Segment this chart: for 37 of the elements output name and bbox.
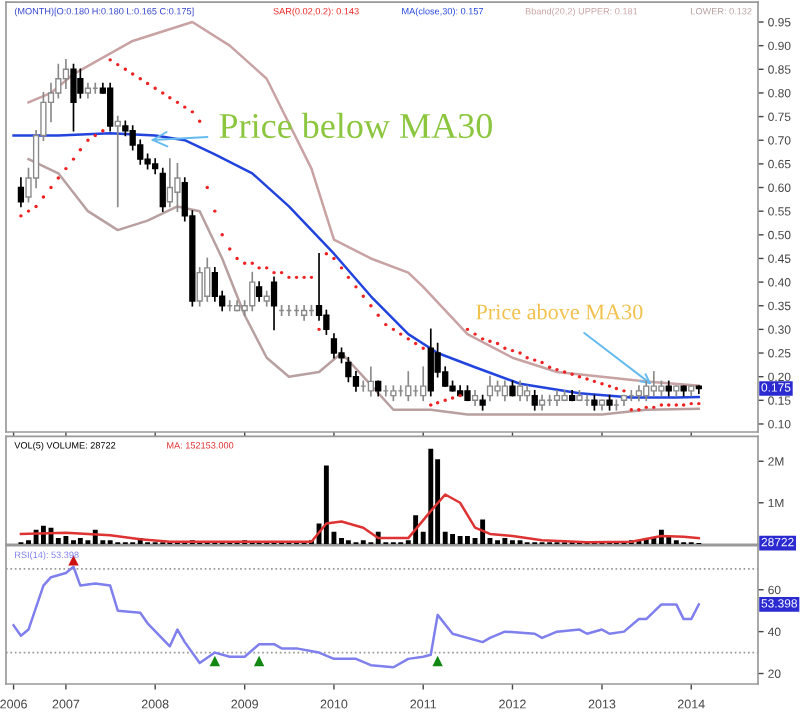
annotation: Price above MA30 <box>476 303 643 320</box>
candlestick <box>77 68 84 99</box>
line-series <box>27 157 701 416</box>
candlestick <box>650 371 657 397</box>
candlestick <box>405 371 412 402</box>
candlestick <box>420 366 427 402</box>
candlestick <box>204 257 211 302</box>
candlestick <box>174 163 181 213</box>
candlestick <box>159 167 166 213</box>
candlestick <box>166 158 173 208</box>
line-series <box>19 493 701 544</box>
bar <box>450 533 455 545</box>
annotation: Price below MA30 <box>219 112 492 139</box>
candlestick <box>486 375 494 402</box>
candlestick <box>70 63 77 132</box>
bar <box>323 465 329 545</box>
candlestick <box>501 380 509 402</box>
bar <box>428 448 434 545</box>
line-series <box>27 20 701 387</box>
bar <box>77 538 83 545</box>
candlestick <box>249 271 256 312</box>
candlestick <box>270 276 278 331</box>
candlestick <box>114 115 121 208</box>
candlestick <box>107 82 114 132</box>
bar <box>502 538 508 545</box>
candlestick <box>531 390 538 411</box>
candlestick <box>17 177 25 208</box>
bar <box>457 536 463 545</box>
candlestick <box>427 328 434 397</box>
bar <box>465 536 470 545</box>
candlestick <box>516 380 524 402</box>
candlestick <box>62 59 70 90</box>
candlestick <box>330 333 338 359</box>
candlestick <box>255 281 263 302</box>
bar <box>63 536 69 545</box>
candlestick <box>367 366 375 397</box>
bar <box>339 538 344 545</box>
